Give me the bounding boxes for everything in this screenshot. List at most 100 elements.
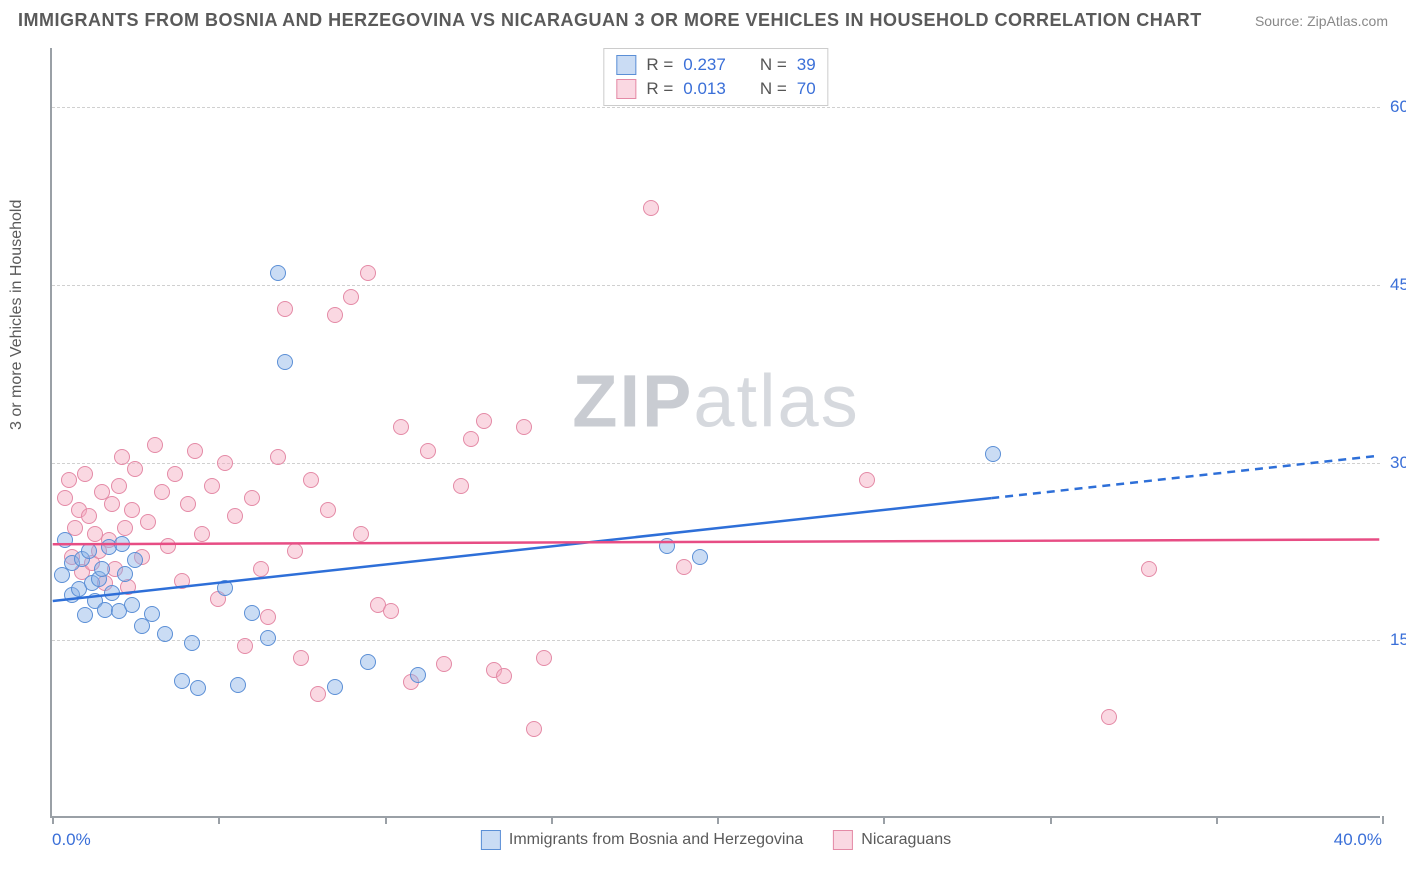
- data-point: [124, 597, 140, 613]
- x-tick: [717, 816, 719, 824]
- data-point: [496, 668, 512, 684]
- data-point: [160, 538, 176, 554]
- legend-swatch: [616, 79, 636, 99]
- data-point: [303, 472, 319, 488]
- y-tick-label: 30.0%: [1390, 453, 1406, 473]
- x-tick: [551, 816, 553, 824]
- data-point: [104, 585, 120, 601]
- legend-row: R =0.013N =70: [616, 77, 815, 101]
- data-point: [244, 490, 260, 506]
- data-point: [320, 502, 336, 518]
- data-point: [117, 520, 133, 536]
- data-point: [180, 496, 196, 512]
- data-point: [476, 413, 492, 429]
- legend-r-value: 0.237: [683, 55, 726, 75]
- data-point: [327, 679, 343, 695]
- data-point: [230, 677, 246, 693]
- data-point: [270, 265, 286, 281]
- data-point: [117, 566, 133, 582]
- x-tick-label: 40.0%: [1334, 830, 1382, 850]
- data-point: [77, 607, 93, 623]
- data-point: [287, 543, 303, 559]
- data-point: [353, 526, 369, 542]
- data-point: [420, 443, 436, 459]
- legend-swatch: [616, 55, 636, 75]
- y-axis-label: 3 or more Vehicles in Household: [8, 200, 26, 430]
- data-point: [310, 686, 326, 702]
- data-point: [659, 538, 675, 554]
- data-point: [104, 496, 120, 512]
- legend-n-value: 39: [797, 55, 816, 75]
- data-point: [383, 603, 399, 619]
- legend-swatch: [833, 830, 853, 850]
- data-point: [94, 561, 110, 577]
- x-tick: [218, 816, 220, 824]
- data-point: [277, 354, 293, 370]
- y-tick-label: 60.0%: [1390, 97, 1406, 117]
- data-point: [190, 680, 206, 696]
- scatter-plot-area: ZIPatlas R =0.237N =39R =0.013N =70 Immi…: [50, 48, 1380, 818]
- data-point: [147, 437, 163, 453]
- gridline: [52, 463, 1380, 464]
- data-point: [985, 446, 1001, 462]
- y-tick-label: 45.0%: [1390, 275, 1406, 295]
- data-point: [157, 626, 173, 642]
- data-point: [277, 301, 293, 317]
- legend-swatch: [481, 830, 501, 850]
- data-point: [144, 606, 160, 622]
- legend-row: R = 0.237 N = 39: [616, 53, 815, 77]
- gridline: [52, 285, 1380, 286]
- data-point: [204, 478, 220, 494]
- source-label: Source: ZipAtlas.com: [1255, 13, 1388, 29]
- legend-r-value: 0.013: [683, 79, 726, 99]
- data-point: [1101, 709, 1117, 725]
- data-point: [643, 200, 659, 216]
- data-point: [57, 532, 73, 548]
- x-tick: [52, 816, 54, 824]
- data-point: [184, 635, 200, 651]
- data-point: [260, 609, 276, 625]
- data-point: [260, 630, 276, 646]
- data-point: [217, 580, 233, 596]
- chart-title: IMMIGRANTS FROM BOSNIA AND HERZEGOVINA V…: [18, 10, 1202, 31]
- data-point: [526, 721, 542, 737]
- x-tick: [883, 816, 885, 824]
- x-tick-label: 0.0%: [52, 830, 91, 850]
- legend-n-label: N =: [760, 79, 787, 99]
- gridline: [52, 107, 1380, 108]
- legend-r-label: R =: [646, 55, 673, 75]
- data-point: [360, 654, 376, 670]
- data-point: [270, 449, 286, 465]
- data-point: [114, 449, 130, 465]
- data-point: [516, 419, 532, 435]
- data-point: [463, 431, 479, 447]
- data-point: [343, 289, 359, 305]
- data-point: [111, 478, 127, 494]
- data-point: [692, 549, 708, 565]
- x-tick: [1216, 816, 1218, 824]
- data-point: [140, 514, 156, 530]
- data-point: [393, 419, 409, 435]
- data-point: [410, 667, 426, 683]
- x-tick: [385, 816, 387, 824]
- data-point: [859, 472, 875, 488]
- data-point: [127, 552, 143, 568]
- data-point: [453, 478, 469, 494]
- y-tick-label: 15.0%: [1390, 630, 1406, 650]
- data-point: [174, 573, 190, 589]
- data-point: [167, 466, 183, 482]
- data-point: [293, 650, 309, 666]
- series-legend: Immigrants from Bosnia and HerzegovinaNi…: [481, 830, 951, 850]
- legend-r-label: R =: [646, 79, 673, 99]
- data-point: [154, 484, 170, 500]
- data-point: [61, 472, 77, 488]
- data-point: [124, 502, 140, 518]
- data-point: [217, 455, 233, 471]
- data-point: [253, 561, 269, 577]
- data-point: [1141, 561, 1157, 577]
- data-point: [127, 461, 143, 477]
- legend-n-label: N =: [760, 55, 787, 75]
- data-point: [81, 543, 97, 559]
- series-label: Immigrants from Bosnia and Herzegovina: [509, 831, 803, 849]
- data-point: [227, 508, 243, 524]
